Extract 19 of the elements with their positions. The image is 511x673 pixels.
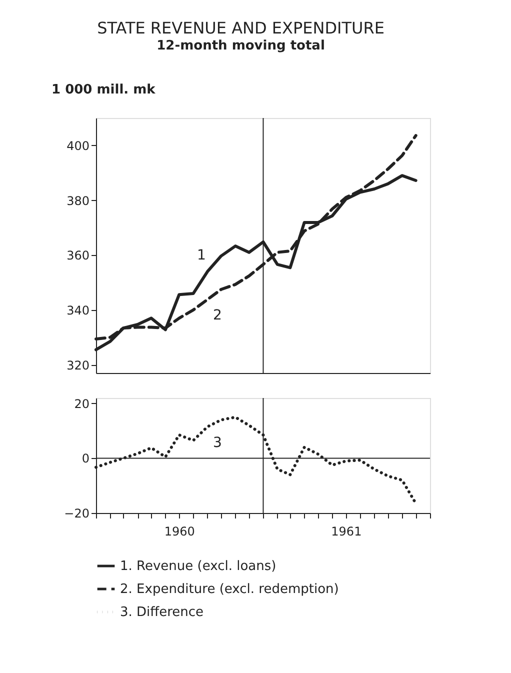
x-tick-label: 1960 — [164, 524, 195, 538]
legend-label: 2. Expenditure (excl. redemption) — [120, 582, 339, 597]
annotation: 2 — [213, 308, 222, 324]
y-tick-label: 0 — [82, 452, 90, 466]
y-axis-title: 1 000 mill. mk — [52, 82, 156, 98]
y-tick-label: 380 — [66, 194, 90, 208]
text: 3. Difference — [120, 605, 204, 620]
annotation: 3 — [213, 434, 222, 451]
y-tick-label: 360 — [66, 248, 90, 263]
x-tick-label: 1961 — [331, 524, 362, 538]
legend-label: 1. Revenue (excl. loans) — [120, 559, 276, 574]
y-tick-label: 320 — [66, 358, 90, 372]
y-tick-label: 400 — [66, 138, 90, 153]
y-tick-label: 340 — [66, 303, 90, 318]
y-tick-label: 20 — [74, 396, 90, 411]
chart-subtitle: 12-month moving total — [156, 38, 325, 54]
chart-title: STATE REVENUE AND EXPENDITURE — [97, 18, 384, 38]
y-tick-label: −20 — [64, 506, 90, 520]
annotation: 1 — [197, 248, 206, 264]
